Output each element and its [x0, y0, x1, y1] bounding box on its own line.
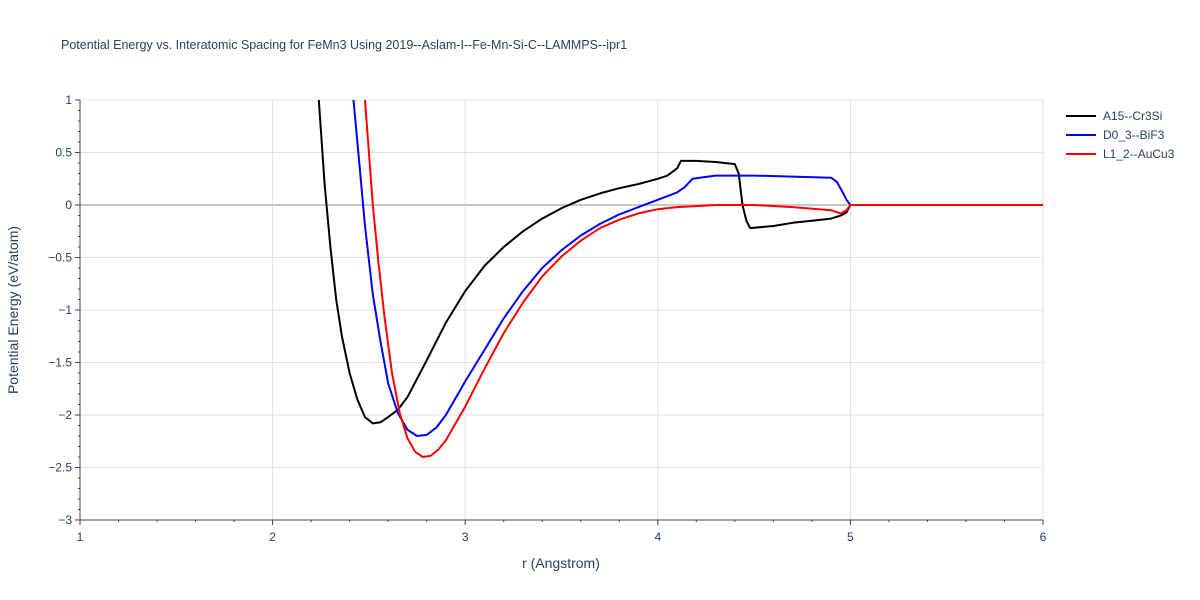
legend-item-d03[interactable]: D0_3--BiF3	[1066, 125, 1174, 144]
tick-labels: 1 2 3 4 5 6 1 0.5 0 −0.5 −1 −1.5 −2 −2.5 −3	[48, 93, 1046, 544]
legend-label-l12: L1_2--AuCu3	[1103, 146, 1175, 161]
series-line-l1-2-aucu3	[364, 100, 1043, 458]
axes	[75, 99, 1044, 525]
legend-item-l12[interactable]: L1_2--AuCu3	[1066, 144, 1174, 163]
x-tick-label: 3	[462, 530, 469, 544]
y-tick-label: −0.5	[48, 251, 72, 265]
series-line-d0-3-bif3	[352, 100, 1043, 437]
y-tick-label: −2.5	[48, 461, 72, 475]
x-tick-label: 6	[1040, 530, 1047, 544]
legend-label-a15: A15--Cr3Si	[1103, 108, 1163, 123]
x-axis-title: r (Angstrom)	[522, 555, 600, 571]
y-tick-label: −3	[58, 513, 72, 527]
y-tick-label: 1	[65, 93, 72, 107]
y-tick-label: 0	[65, 198, 72, 212]
x-tick-label: 2	[269, 530, 276, 544]
y-axis-title: Potential Energy (eV/atom)	[5, 226, 21, 394]
y-tick-label: −1	[58, 303, 72, 317]
legend: A15--Cr3Si D0_3--BiF3 L1_2--AuCu3	[1066, 106, 1174, 163]
x-tick-label: 4	[654, 530, 661, 544]
grid-lines	[80, 99, 1044, 520]
y-tick-label: −1.5	[48, 356, 72, 370]
legend-label-d03: D0_3--BiF3	[1103, 127, 1165, 142]
series-line-a15-cr3si	[317, 100, 1043, 425]
x-tick-label: 1	[77, 530, 84, 544]
chart-title: Potential Energy vs. Interatomic Spacing…	[61, 38, 628, 52]
legend-swatch-l12	[1066, 152, 1096, 155]
legend-swatch-a15	[1066, 114, 1096, 117]
legend-swatch-d03	[1066, 133, 1096, 136]
x-tick-label: 5	[847, 530, 854, 544]
y-tick-label: −2	[58, 408, 72, 422]
legend-item-a15[interactable]: A15--Cr3Si	[1066, 106, 1174, 125]
series-lines	[317, 100, 1043, 458]
y-tick-label: 0.5	[55, 146, 72, 160]
